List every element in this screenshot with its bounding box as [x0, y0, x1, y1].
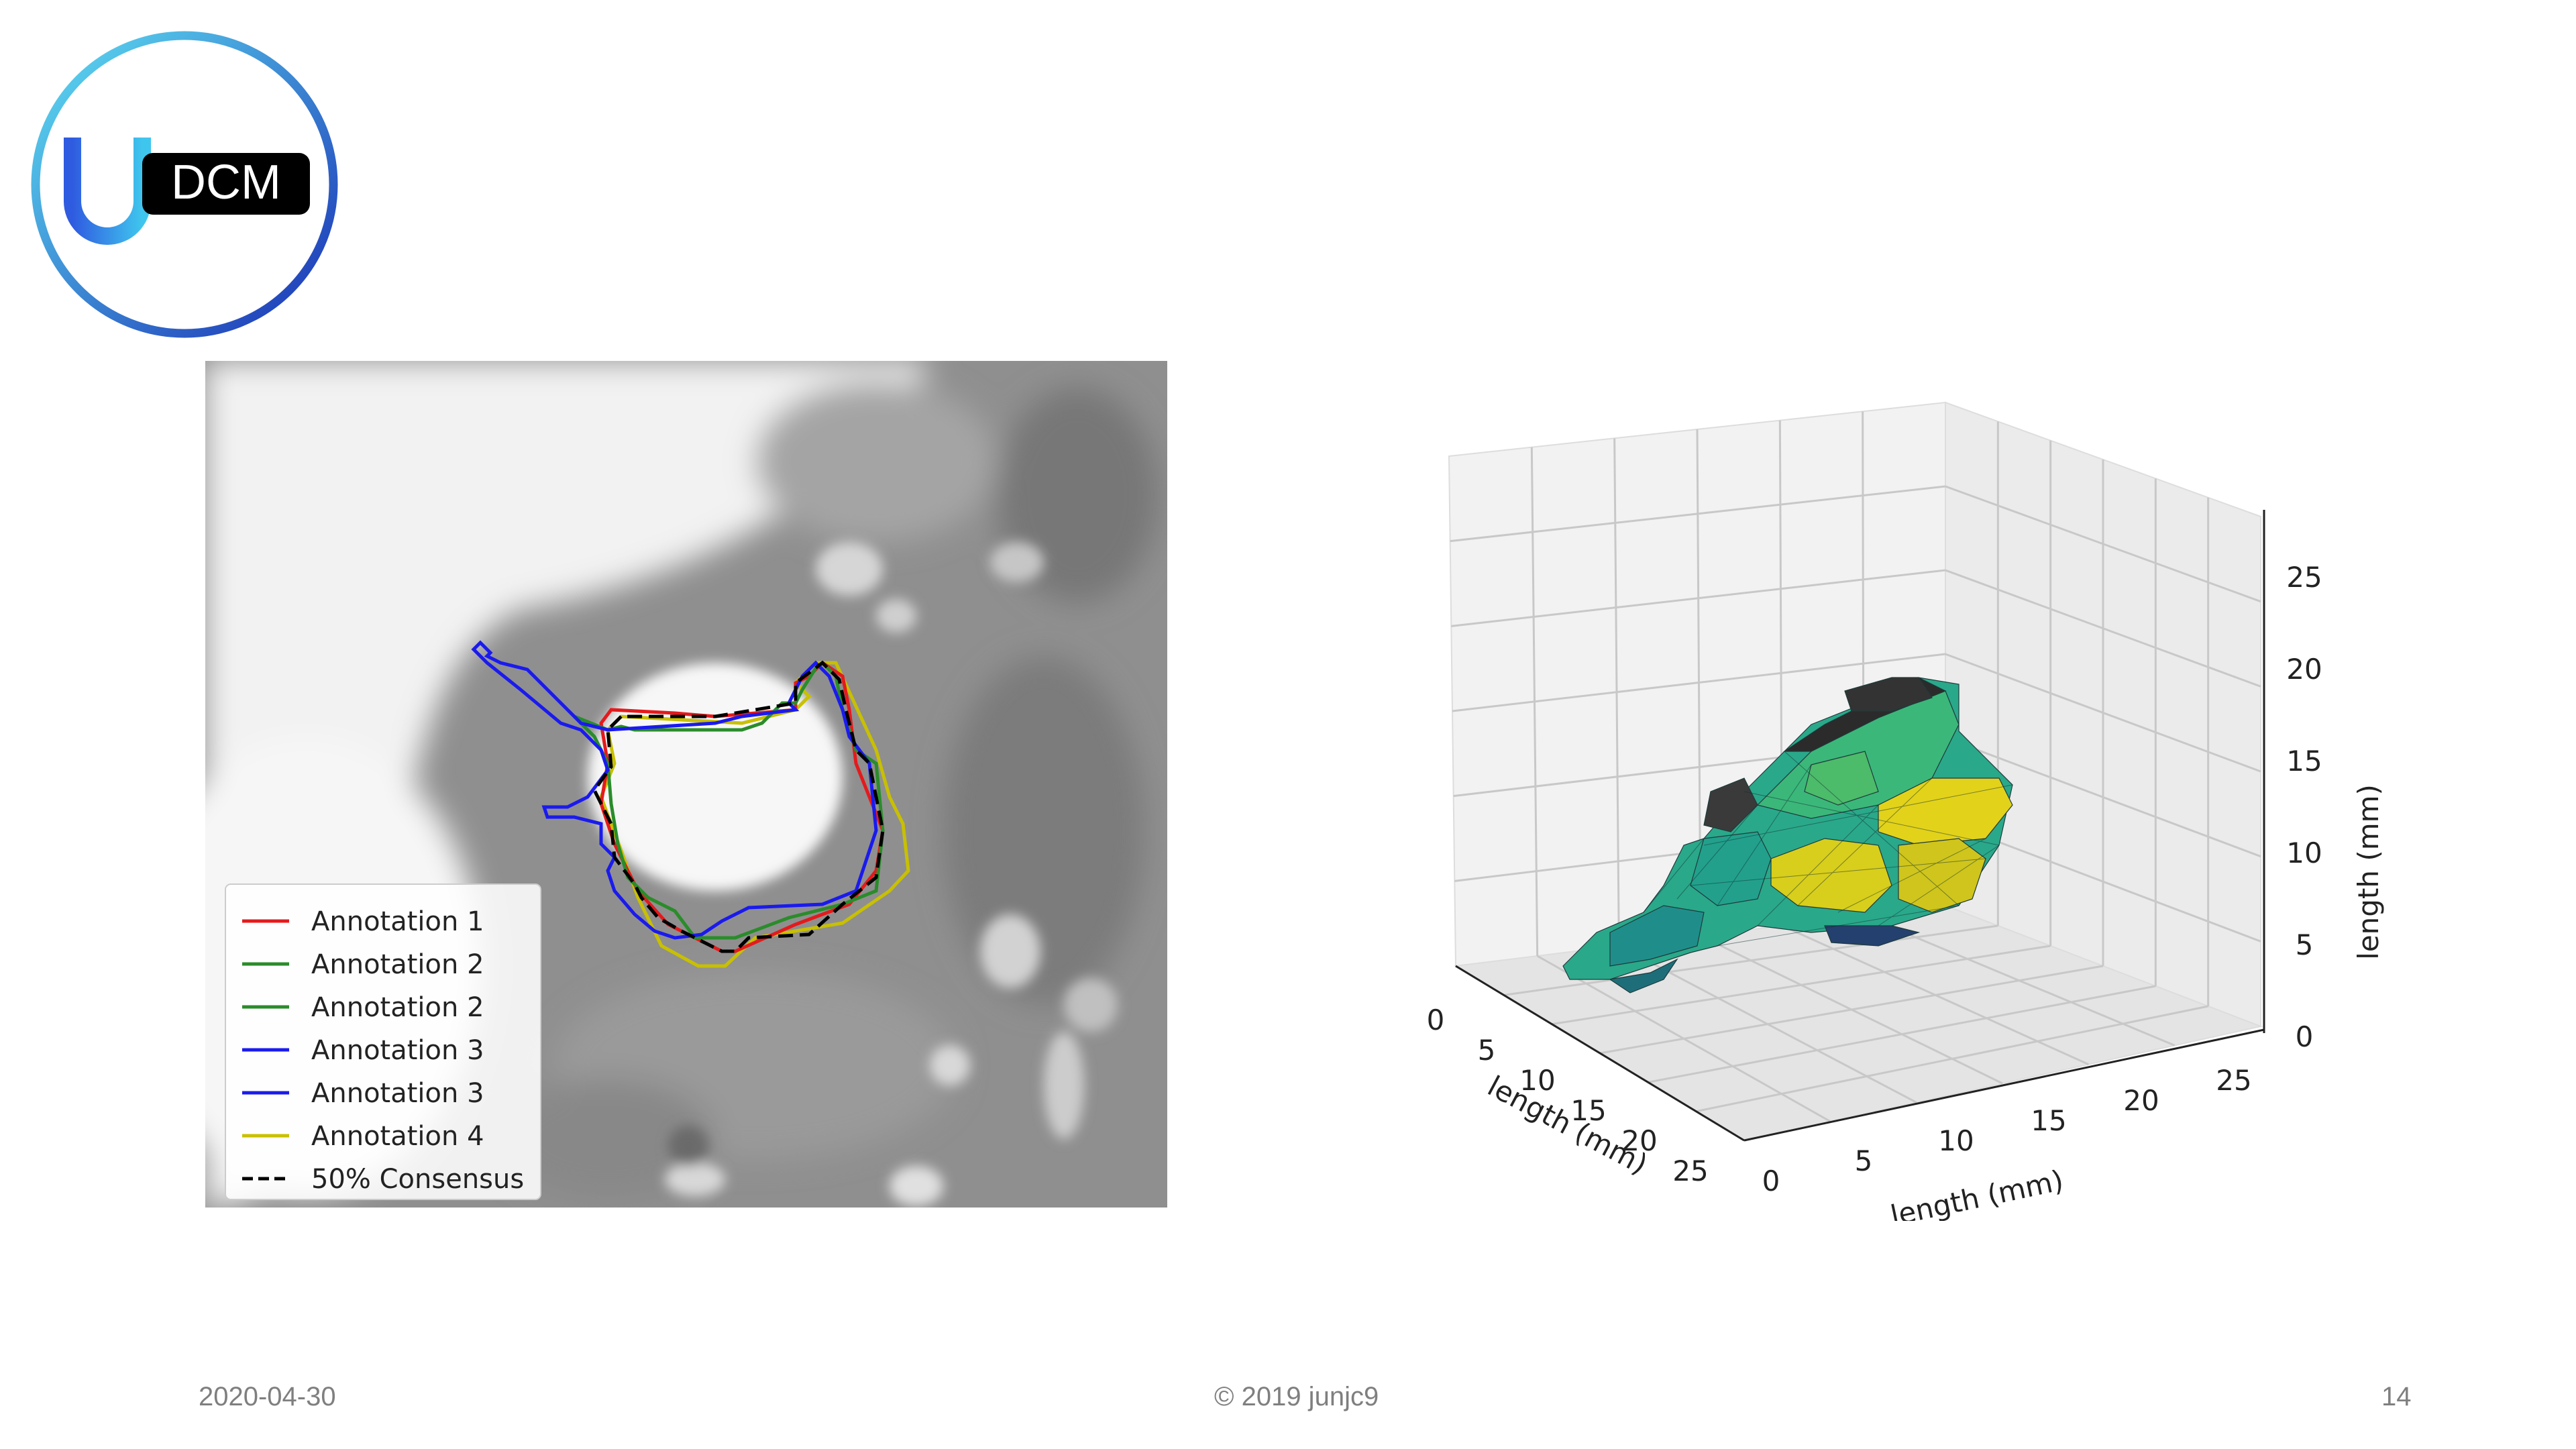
legend-label: Annotation 3 — [311, 1035, 484, 1066]
tick-label: 5 — [1478, 1034, 1496, 1067]
tick-label: 10 — [1938, 1124, 1974, 1157]
footer-date: 2020-04-30 — [199, 1382, 336, 1411]
tick-label: 15 — [2286, 745, 2322, 777]
legend-label: Annotation 2 — [311, 992, 484, 1023]
mesh-3d-plot: 0 5 10 15 20 25 0 5 10 15 20 25 0 5 10 15 20 25 length … — [1427, 401, 2385, 1221]
y-axis-label: length (mm) — [1888, 1164, 2066, 1221]
legend-label: Annotation 1 — [311, 906, 484, 937]
tick-label: 20 — [2123, 1084, 2159, 1117]
logo-text: DCM — [171, 156, 281, 209]
x-axis-line — [1455, 965, 1745, 1142]
contour-annotation-2 — [573, 660, 885, 940]
tick-label: 10 — [2286, 837, 2322, 869]
legend-label: 50% Consensus — [311, 1164, 524, 1195]
annotation-contours — [471, 640, 910, 968]
tick-label: 0 — [1427, 1004, 1445, 1036]
tumor-mesh — [1562, 677, 2013, 994]
tick-label: 25 — [2286, 561, 2322, 594]
contour-consensus — [592, 660, 885, 953]
tick-label: 5 — [2296, 928, 2314, 961]
y-tick-labels: 0 5 10 15 20 25 — [1762, 1064, 2252, 1197]
y-axis-line — [1743, 1028, 2265, 1142]
tick-label: 10 — [1519, 1064, 1555, 1097]
z-tick-labels: 0 5 10 15 20 25 — [2286, 561, 2322, 1053]
legend: Annotation 1 Annotation 2 Annotation 2 Anno… — [225, 883, 541, 1200]
tick-label: 25 — [1672, 1155, 1708, 1187]
contour-annotation-3a — [471, 640, 878, 940]
tick-label: 20 — [2286, 653, 2322, 686]
tick-label: 0 — [1762, 1165, 1780, 1197]
footer-copyright: © 2019 junjc9 — [1214, 1382, 1379, 1411]
u-magnet-icon — [64, 138, 151, 245]
legend-label: Annotation 3 — [311, 1078, 484, 1109]
tick-label: 15 — [2031, 1104, 2066, 1137]
tick-label: 20 — [1621, 1124, 1657, 1157]
mesh-wire — [1643, 751, 2013, 947]
tick-label: 25 — [2216, 1064, 2251, 1097]
x-tick-labels: 0 5 10 15 20 25 — [1427, 1004, 1709, 1187]
tick-label: 0 — [2296, 1020, 2314, 1053]
logo-badge — [142, 153, 310, 215]
legend-label: Annotation 4 — [311, 1121, 484, 1152]
tick-label: 5 — [1855, 1144, 1873, 1177]
tick-label: 15 — [1570, 1094, 1606, 1127]
legend-box — [225, 883, 541, 1200]
legend-label: Annotation 2 — [311, 949, 484, 980]
page-number: 14 — [2381, 1382, 2412, 1411]
ct-annotation-figure: Annotation 1 Annotation 2 Annotation 2 Anno… — [205, 361, 1167, 1208]
z-axis-label: length (mm) — [2352, 784, 2385, 960]
udcm-logo: DCM — [31, 31, 338, 338]
